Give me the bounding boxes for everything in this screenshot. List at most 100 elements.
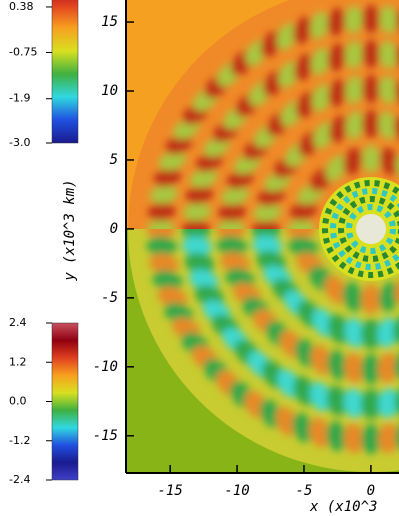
- blob: [146, 229, 176, 239]
- blob: [165, 134, 193, 155]
- blob: [345, 111, 364, 140]
- colorbar-tick-label: -2.4: [9, 473, 30, 486]
- field: [126, 0, 399, 473]
- blob: [326, 385, 348, 416]
- colorbar: [51, 0, 79, 144]
- blob: [328, 115, 349, 143]
- blob: [379, 5, 398, 34]
- blob: [310, 11, 329, 40]
- blob: [289, 201, 318, 221]
- blob: [311, 84, 332, 112]
- blob: [309, 381, 331, 412]
- y-tick-label: -10: [93, 359, 118, 375]
- blob: [275, 407, 298, 436]
- blob: [253, 203, 282, 222]
- colorbar-tick-label: -0.75: [9, 45, 37, 58]
- lower-disk: [128, 229, 399, 472]
- blob: [378, 281, 399, 312]
- blob: [362, 5, 380, 33]
- blob: [325, 155, 347, 182]
- colorbars: 0.38 -0.75 -1.9 -3.0 2.4 1.2 0.0 -1.2 -2.4: [9, 0, 79, 486]
- blob: [344, 353, 365, 383]
- y-tick-label: 0: [110, 221, 118, 237]
- y-tick-label: 5: [110, 152, 118, 168]
- x-tick-label: -5: [296, 483, 313, 499]
- blob: [344, 317, 365, 348]
- blob: [327, 43, 347, 72]
- blob: [278, 61, 299, 88]
- inner-ring: [338, 196, 399, 262]
- colorbar-tick-label: 1.2: [9, 355, 27, 368]
- blob: [343, 147, 363, 176]
- blob: [217, 220, 245, 229]
- blob: [221, 186, 249, 205]
- blob: [344, 40, 363, 69]
- blob: [343, 423, 364, 454]
- colorbar-tick-label: -1.2: [9, 434, 30, 447]
- blob: [377, 353, 398, 383]
- blob: [252, 235, 283, 256]
- blob: [309, 417, 330, 448]
- blob: [147, 220, 175, 229]
- x-tick-label: -15: [158, 483, 183, 499]
- blob: [327, 7, 346, 36]
- colorbar-tick-label: 2.4: [9, 316, 27, 329]
- blob: [378, 111, 397, 140]
- blob: [377, 317, 398, 348]
- blob: [181, 236, 212, 257]
- blob: [361, 424, 381, 454]
- blob: [294, 53, 314, 81]
- blob: [361, 319, 381, 349]
- blob: [392, 314, 399, 344]
- blob: [328, 79, 347, 107]
- blob: [288, 236, 319, 258]
- blob: [378, 76, 397, 104]
- blob: [195, 152, 223, 172]
- colorbar-tick-label: 0.0: [9, 395, 27, 408]
- blob: [310, 47, 330, 76]
- blob: [185, 185, 214, 205]
- blob: [220, 252, 250, 273]
- blob: [345, 76, 364, 104]
- inner-ring: [322, 180, 399, 278]
- blobs: [147, 5, 399, 229]
- blob: [158, 151, 186, 171]
- y-tick-label: 10: [101, 83, 118, 99]
- inner-hole: [356, 214, 386, 244]
- blob: [181, 229, 211, 239]
- blob: [217, 235, 247, 256]
- blob: [293, 376, 315, 406]
- x-axis-label: x (x10^3: [309, 499, 377, 515]
- blob: [295, 91, 317, 119]
- blob: [157, 286, 187, 308]
- blob: [287, 220, 315, 229]
- blob: [361, 389, 381, 419]
- x-tick-label: 0: [367, 483, 375, 499]
- blob: [343, 388, 364, 419]
- blob: [313, 122, 334, 149]
- blob: [146, 236, 177, 257]
- blob: [293, 16, 313, 44]
- colorbar-tick-label: -1.9: [9, 92, 30, 105]
- blob: [324, 275, 348, 304]
- colorbar-tick-label: 0.38: [9, 0, 34, 13]
- blob: [344, 5, 363, 34]
- blob: [292, 413, 314, 443]
- blob: [153, 168, 182, 187]
- blob: [361, 354, 381, 384]
- blob: [342, 281, 364, 312]
- blob: [184, 252, 215, 274]
- blob: [216, 229, 246, 239]
- blob: [326, 421, 347, 452]
- blob: [379, 147, 399, 176]
- blob: [276, 23, 297, 51]
- blob: [378, 388, 399, 419]
- y-tick-label: -15: [93, 428, 118, 444]
- blob: [286, 229, 316, 239]
- blob: [327, 314, 350, 344]
- blob: [362, 40, 380, 68]
- blob: [148, 253, 179, 274]
- y-tick-label: -5: [101, 290, 118, 306]
- colorbar-tick-label: -3.0: [9, 136, 30, 149]
- blob: [260, 31, 282, 58]
